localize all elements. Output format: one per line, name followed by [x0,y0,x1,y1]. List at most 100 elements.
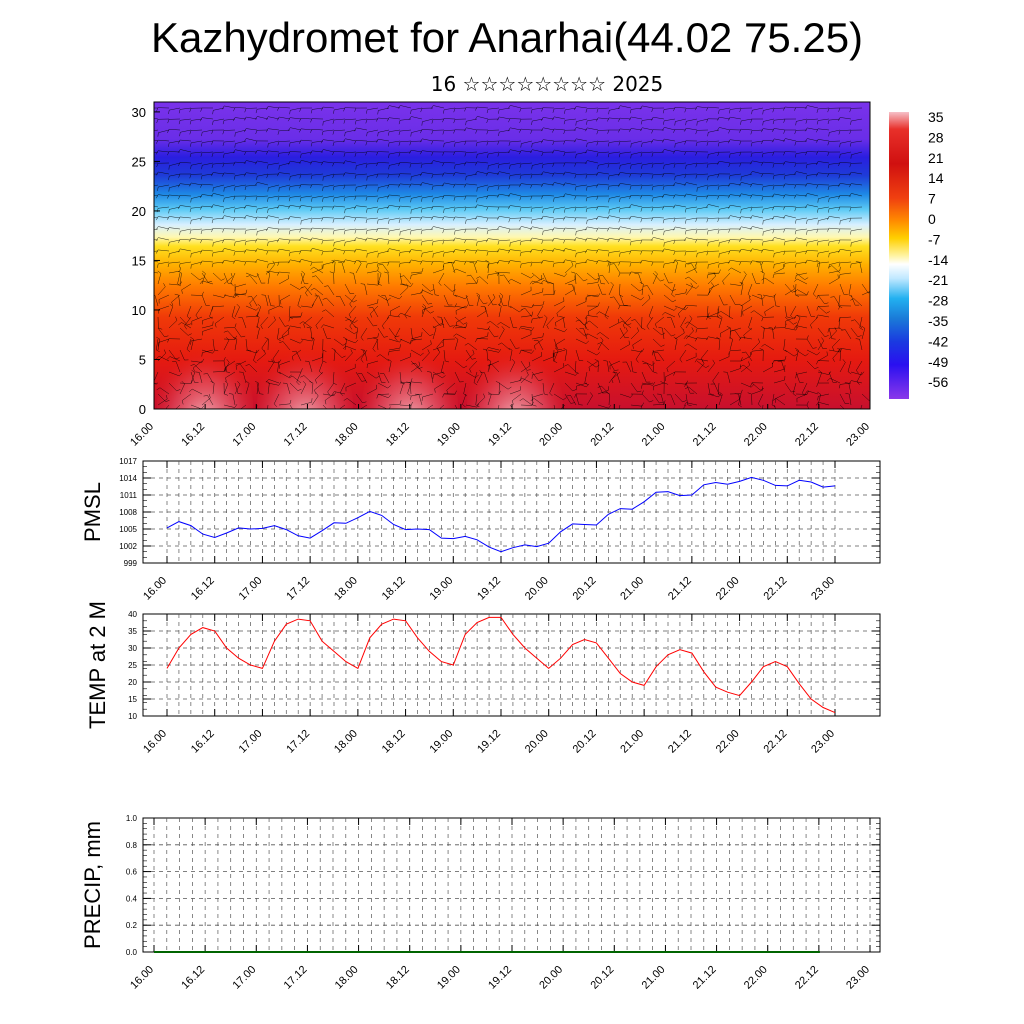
wind-barb-flag [564,208,566,213]
wind-barb [476,397,486,406]
wind-barb-flag [673,107,676,112]
wind-barb-flag [409,340,412,345]
wind-barb [630,404,642,407]
wind-barb [655,316,665,325]
wind-barb-flag [300,153,302,158]
wind-barb [213,193,225,197]
wind-barb-flag [861,325,866,329]
wind-barb [301,117,313,120]
wind-barb-flag [189,120,192,125]
wind-barb [587,107,599,110]
wind-barb [708,261,720,265]
wind-barb [597,283,603,295]
wind-barb-flag [707,230,709,235]
wind-barb-flag [783,251,786,256]
wind-barb-flag [828,264,830,269]
wind-barb-flag [662,185,665,190]
wind-barb-flag [247,349,252,352]
wind-barb-flag [607,262,610,267]
wind-barb [267,382,279,386]
wind-barb [609,117,621,120]
wind-barb-flag [574,393,577,398]
heat-x-tick-label: 20.12 [588,421,616,449]
wind-barb [719,261,731,265]
wind-barb [631,162,643,166]
wind-barb-flag [298,128,302,133]
wind-barb [224,105,236,109]
wind-barb [190,272,200,281]
wind-barb [290,205,302,208]
wind-barb [731,267,742,274]
wind-barb [224,239,236,241]
wind-barb-flag [838,174,841,179]
wind-barb [356,162,368,166]
wind-barb-flag [236,303,240,308]
wind-barb-flag [640,297,644,301]
wind-barb [430,372,434,384]
wind-barb-flag [562,259,566,264]
wind-barb [356,173,368,176]
wind-barb-flag [145,239,147,243]
wind-barb [741,238,753,241]
wind-barb-flag [717,142,720,147]
wind-barb [289,382,299,391]
wind-barb [696,363,705,373]
wind-barb [532,140,544,144]
wind-barb [378,393,390,395]
wind-barb [532,162,544,166]
wind-barb [312,248,324,252]
wind-barb-flag [827,108,830,113]
wind-barb-flag [199,216,203,221]
wind-barb-flag [332,142,335,146]
wind-barb-flag [279,341,284,344]
colorbar-label: 28 [928,129,944,145]
wind-barb [532,261,544,263]
wind-barb-flag [651,207,654,212]
x-tick-label: 19.00 [427,575,455,603]
wind-barb-flag [771,138,775,143]
wind-barb-flag [399,197,401,202]
wind-barb-flag [794,153,797,158]
wind-barb [720,311,731,318]
wind-barb-flag [464,161,467,166]
wind-barb [213,228,225,230]
wind-barb-flag [452,268,456,273]
wind-barb-flag [608,175,610,180]
wind-barb [781,361,786,373]
wind-barb-flag [211,164,214,168]
wind-barb-flag [310,262,313,267]
wind-barb [235,260,247,263]
wind-barb [520,349,532,354]
wind-barb-flag [232,260,236,264]
wind-barb [775,398,786,406]
wind-barb-flag [743,271,747,275]
wind-barb-flag [793,285,795,290]
wind-barb [587,294,599,297]
wind-barb [751,272,757,284]
wind-barb-flag [410,283,414,287]
wind-barb-flag [378,263,383,266]
wind-barb [851,228,863,231]
wind-barb [265,295,269,307]
wind-barb [631,107,643,110]
wind-barb [642,127,654,131]
wind-barb [565,107,577,111]
wind-barb-flag [760,388,765,391]
wind-barb [829,206,841,209]
wind-barb-flag [222,141,225,146]
wind-barb-flag [476,187,478,192]
wind-barb [257,160,269,164]
wind-barb [796,217,808,221]
wind-barb-flag [586,186,588,191]
wind-barb [509,305,520,313]
wind-barb-flag [201,142,203,147]
wind-barb-flag [641,142,643,148]
wind-barb-flag [804,127,808,132]
wind-barb [652,327,662,336]
wind-barb [400,140,412,143]
wind-barb-flag [157,263,159,268]
wind-barb-flag [683,402,687,407]
wind-barb [859,262,863,274]
wind-barb-flag [442,393,445,398]
wind-barb-flag [557,413,559,417]
